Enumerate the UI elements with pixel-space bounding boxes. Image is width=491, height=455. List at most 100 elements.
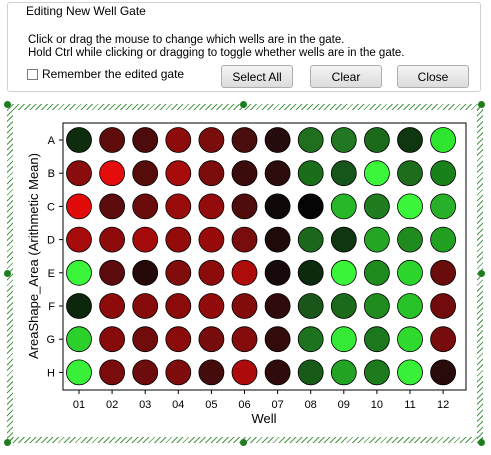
well-D08[interactable] [297, 226, 324, 253]
remember-gate-checkbox[interactable]: Remember the edited gate [27, 67, 184, 81]
checkbox-box-icon[interactable] [27, 68, 38, 80]
well-C12[interactable] [430, 193, 457, 220]
well-F05[interactable] [198, 293, 225, 319]
well-A09[interactable] [330, 127, 357, 153]
resize-handle-bottom-left[interactable] [4, 439, 11, 446]
well-F03[interactable] [132, 293, 159, 319]
well-C02[interactable] [99, 193, 125, 220]
well-H04[interactable] [165, 359, 192, 386]
well-D04[interactable] [165, 226, 192, 253]
well-G11[interactable] [397, 326, 423, 353]
close-button[interactable]: Close [397, 65, 469, 88]
well-H12[interactable] [430, 359, 457, 386]
well-F02[interactable] [99, 293, 125, 319]
well-F06[interactable] [231, 293, 258, 319]
well-F08[interactable] [297, 293, 324, 319]
select-all-button[interactable]: Select All [221, 65, 293, 88]
well-B03[interactable] [132, 160, 159, 187]
well-H07[interactable] [264, 359, 291, 386]
resize-handle-left[interactable] [4, 270, 11, 277]
well-F04[interactable] [165, 293, 192, 319]
well-E10[interactable] [363, 259, 390, 286]
well-B07[interactable] [264, 160, 291, 187]
well-E01[interactable] [66, 259, 92, 286]
resize-handle-top[interactable] [240, 101, 247, 108]
well-E04[interactable] [165, 259, 192, 286]
well-H10[interactable] [363, 359, 390, 386]
well-A04[interactable] [165, 127, 192, 153]
well-H01[interactable] [66, 359, 92, 386]
well-D02[interactable] [99, 226, 125, 253]
well-H11[interactable] [397, 359, 423, 386]
well-H02[interactable] [99, 359, 125, 386]
well-B10[interactable] [363, 160, 390, 187]
well-H06[interactable] [231, 359, 258, 386]
well-A11[interactable] [397, 127, 423, 153]
well-B01[interactable] [66, 160, 92, 187]
well-G07[interactable] [264, 326, 291, 353]
well-A07[interactable] [264, 127, 291, 153]
well-C03[interactable] [132, 193, 159, 220]
resize-handle-right[interactable] [478, 270, 485, 277]
well-B12[interactable] [430, 160, 457, 187]
well-C10[interactable] [363, 193, 390, 220]
resize-handle-bottom[interactable] [240, 439, 247, 446]
well-C09[interactable] [330, 193, 357, 220]
well-A06[interactable] [231, 127, 258, 153]
well-A01[interactable] [66, 127, 92, 153]
well-H08[interactable] [297, 359, 324, 386]
well-D06[interactable] [231, 226, 258, 253]
well-E08[interactable] [297, 259, 324, 286]
well-F12[interactable] [430, 293, 457, 319]
resize-handle-bottom-right[interactable] [478, 439, 485, 446]
well-A05[interactable] [198, 127, 225, 153]
well-H05[interactable] [198, 359, 225, 386]
well-C04[interactable] [165, 193, 192, 220]
well-B05[interactable] [198, 160, 225, 187]
well-G09[interactable] [330, 326, 357, 353]
well-G10[interactable] [363, 326, 390, 353]
well-B04[interactable] [165, 160, 192, 187]
well-C11[interactable] [397, 193, 423, 220]
well-B06[interactable] [231, 160, 258, 187]
well-B02[interactable] [99, 160, 125, 187]
well-G04[interactable] [165, 326, 192, 353]
well-B11[interactable] [397, 160, 423, 187]
well-E02[interactable] [99, 259, 125, 286]
well-G08[interactable] [297, 326, 324, 353]
well-C05[interactable] [198, 193, 225, 220]
clear-button[interactable]: Clear [310, 65, 382, 88]
well-C01[interactable] [66, 193, 92, 220]
well-F09[interactable] [330, 293, 357, 319]
well-H09[interactable] [330, 359, 357, 386]
well-D12[interactable] [430, 226, 457, 253]
well-G01[interactable] [66, 326, 92, 353]
well-D11[interactable] [397, 226, 423, 253]
well-A02[interactable] [99, 127, 125, 153]
resize-handle-top-right[interactable] [478, 101, 485, 108]
well-G03[interactable] [132, 326, 159, 353]
well-G02[interactable] [99, 326, 125, 353]
well-E03[interactable] [132, 259, 159, 286]
resize-handle-top-left[interactable] [4, 101, 11, 108]
well-G05[interactable] [198, 326, 225, 353]
well-D07[interactable] [264, 226, 291, 253]
well-D10[interactable] [363, 226, 390, 253]
well-E05[interactable] [198, 259, 225, 286]
well-B09[interactable] [330, 160, 357, 187]
well-B08[interactable] [297, 160, 324, 187]
well-G06[interactable] [231, 326, 258, 353]
well-F07[interactable] [264, 293, 291, 319]
well-F10[interactable] [363, 293, 390, 319]
well-E09[interactable] [330, 259, 357, 286]
well-E11[interactable] [397, 259, 423, 286]
well-D01[interactable] [66, 226, 92, 253]
well-A08[interactable] [297, 127, 324, 153]
well-E12[interactable] [430, 259, 457, 286]
well-A10[interactable] [363, 127, 390, 153]
well-H03[interactable] [132, 359, 159, 386]
well-G12[interactable] [430, 326, 457, 353]
well-F01[interactable] [66, 293, 92, 319]
well-D05[interactable] [198, 226, 225, 253]
well-C06[interactable] [231, 193, 258, 220]
